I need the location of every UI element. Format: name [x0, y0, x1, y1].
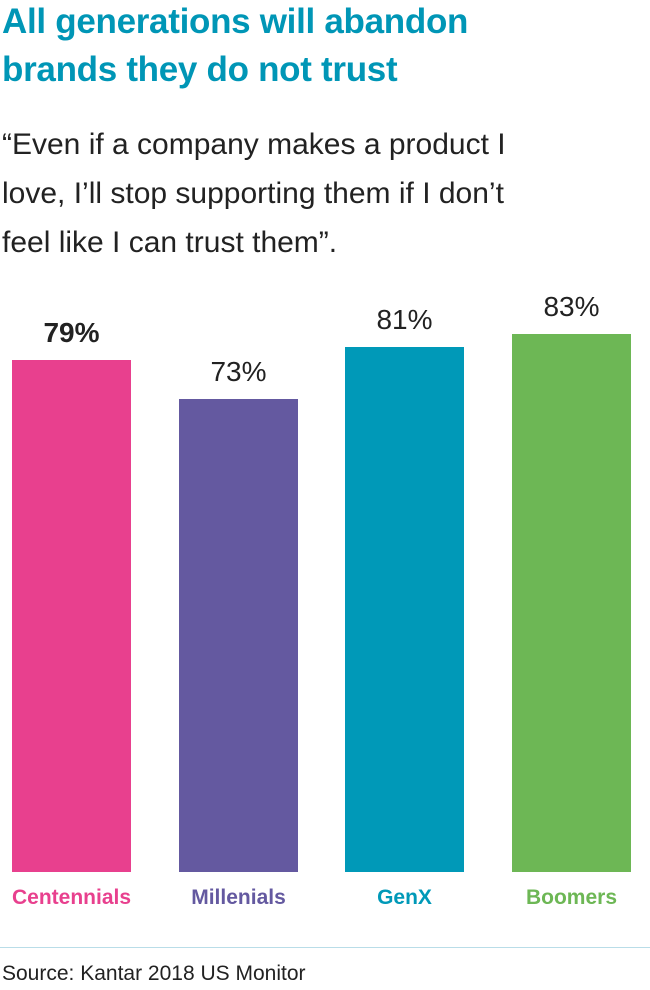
- quote-line: love, I’ll stop supporting them if I don…: [2, 177, 504, 210]
- category-label: Boomers: [525, 886, 618, 909]
- title-line: brands they do not trust: [2, 50, 398, 89]
- value-label: 83%: [543, 291, 600, 323]
- quote-line: “Even if a company makes a product I: [2, 128, 506, 161]
- bar-centennials: [12, 360, 131, 872]
- chart-title: All generations will abandon brands they…: [2, 0, 468, 94]
- bar-genx: [345, 347, 464, 872]
- value-label: 79%: [43, 317, 100, 349]
- category-label: Millenials: [191, 886, 286, 909]
- divider: [0, 947, 650, 948]
- bar-millenials: [179, 398, 298, 872]
- title-line: All generations will abandon: [2, 2, 469, 41]
- category-label: Centennials: [11, 886, 132, 909]
- bar-boomers: [512, 334, 631, 872]
- quote: “Even if a company makes a product I lov…: [2, 120, 642, 267]
- value-label: 73%: [210, 355, 267, 387]
- value-label: 81%: [376, 304, 433, 336]
- quote-line: feel like I can trust them”.: [2, 226, 338, 259]
- category-label: GenX: [377, 886, 432, 909]
- source-note: Source: Kantar 2018 US Monitor: [2, 962, 306, 985]
